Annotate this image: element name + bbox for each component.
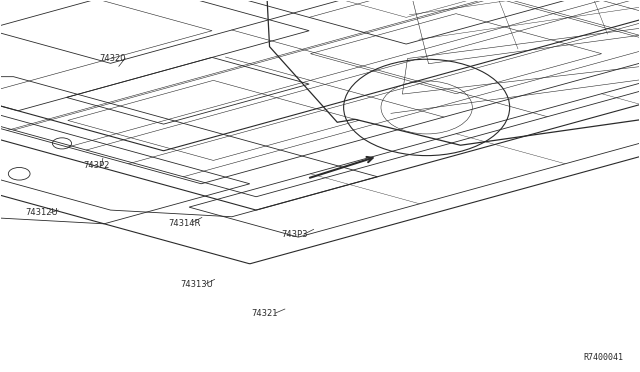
- Text: 74312U: 74312U: [25, 208, 58, 217]
- Text: 743P3: 743P3: [282, 230, 308, 240]
- Text: 743P2: 743P2: [84, 161, 110, 170]
- Text: R7400041: R7400041: [583, 353, 623, 362]
- Text: 74313U: 74313U: [180, 280, 214, 289]
- Text: 74320: 74320: [100, 54, 126, 62]
- Text: 74314R: 74314R: [168, 219, 200, 228]
- Text: 74321: 74321: [252, 310, 278, 318]
